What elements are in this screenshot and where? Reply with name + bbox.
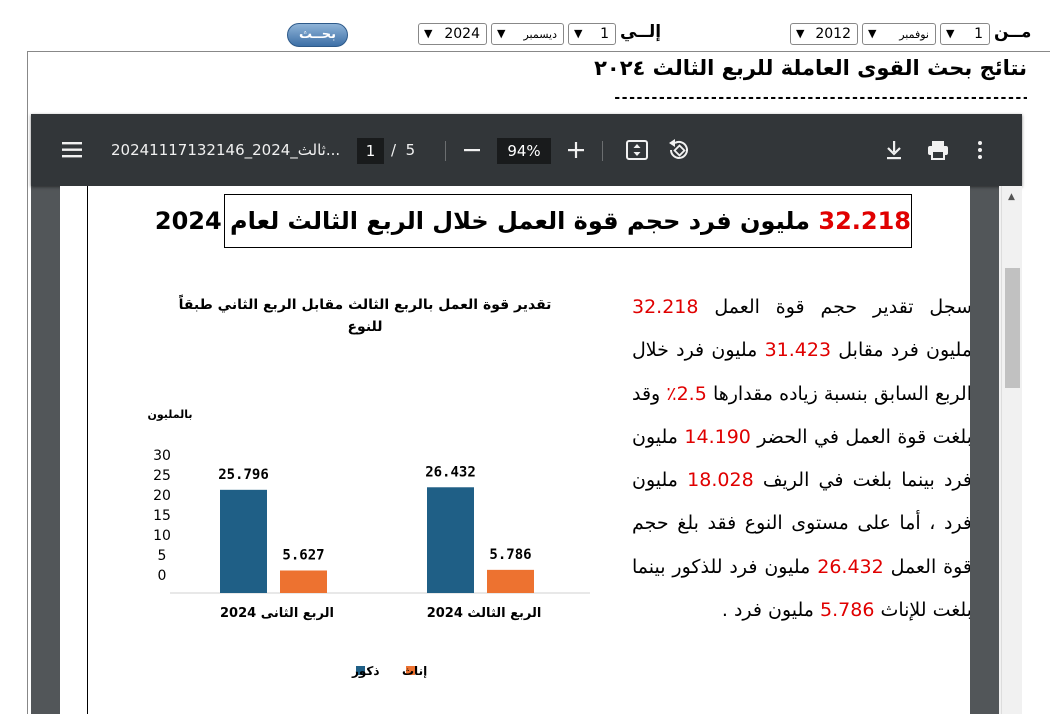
pdf-toolbar: 20241117132146_2024_ثالث... 1 / 5 94% [31, 114, 1022, 186]
y-tick-label: 25 [153, 468, 171, 484]
chevron-down-icon: ▼ [868, 27, 877, 40]
zoom-in-icon[interactable] [566, 140, 586, 164]
headline-number: 32.218 [818, 207, 911, 235]
x-tick-label: الربع الثانى 2024 [220, 606, 334, 621]
y-tick-label: 30 [153, 448, 171, 464]
paragraph-text: وقد بلغت قوة العمل في الحضر [632, 382, 970, 448]
highlighted-number: 18.028 [687, 469, 754, 492]
data-label: 5.627 [282, 547, 324, 563]
page-number-input[interactable]: 1 [357, 138, 384, 164]
paragraph-text: مليون فرد للذكور بينما بلغت للإناث [632, 555, 970, 622]
print-icon[interactable] [926, 139, 950, 165]
download-icon[interactable] [884, 139, 904, 165]
paragraph-text: مليون فرد خلال الربع السابق بنسبة زياده … [632, 339, 970, 405]
date-filter-bar: مــن ▼ 1 ▼ نوفمبر ▼ 2012 إلــي ▼ 1 ▼ ديسمبر ▼… [0, 0, 1050, 50]
search-button[interactable]: بحــث [287, 23, 348, 47]
highlighted-number: 26.432 [817, 555, 884, 578]
more-options-icon[interactable] [976, 140, 984, 164]
toolbar-divider [445, 141, 446, 161]
to-year-select[interactable]: ▼ 2024 [418, 23, 487, 45]
to-label: إلــي [620, 22, 662, 42]
chevron-down-icon: ▼ [497, 27, 506, 40]
from-label: مــن [994, 22, 1032, 42]
highlighted-number: 14.190 [684, 425, 751, 448]
data-label: 5.786 [489, 547, 531, 563]
y-tick-label: 5 [158, 548, 167, 564]
content-frame [27, 51, 1050, 714]
bar-female [280, 570, 327, 593]
heading-divider: ----------------------------------------… [613, 90, 1027, 106]
y-axis-label: بالمليون [147, 408, 192, 421]
scroll-thumb[interactable] [1005, 268, 1020, 388]
headline-text: مليون فرد حجم قوة العمل خلال الربع الثال… [154, 207, 811, 235]
legend-swatch [406, 666, 415, 675]
labor-force-bar-chart: بالمليون 30 25 20 15 10 5 0 25.796 5.627 الربع الث… [147, 408, 590, 679]
paragraph-text: سجل تقدير حجم قوة العمل [698, 296, 970, 318]
page-title: نتائج بحث القوى العاملة للربع الثالث ٢٠٢… [594, 56, 1027, 80]
page-scrollbar[interactable]: ▲ [1001, 186, 1022, 714]
x-tick-label: الربع الثالث 2024 [427, 606, 542, 621]
zoom-out-icon[interactable] [462, 140, 482, 164]
y-tick-label: 10 [153, 528, 171, 544]
bar-male [427, 487, 474, 593]
page-border-left [87, 186, 88, 714]
legend-label: إناث [402, 664, 427, 678]
y-tick-label: 15 [153, 508, 171, 524]
pdf-file-title: 20241117132146_2024_ثالث... [111, 141, 341, 159]
y-tick-label: 20 [153, 488, 171, 504]
from-day-select[interactable]: ▼ 1 [940, 23, 990, 45]
zoom-level-input[interactable]: 94% [497, 138, 551, 164]
bar-female [487, 569, 534, 593]
chevron-down-icon: ▼ [574, 27, 583, 40]
from-year-select[interactable]: ▼ 2012 [790, 23, 858, 45]
y-tick-label: 0 [158, 568, 167, 584]
highlighted-number: 5.786 [820, 599, 875, 622]
summary-paragraph: سجل تقدير حجم قوة العمل 32.218 مليون فرد… [632, 286, 970, 632]
paragraph-text: مليون فرد مقابل [831, 339, 970, 362]
data-label: 26.432 [425, 464, 476, 480]
chevron-down-icon: ▼ [946, 27, 955, 40]
menu-icon[interactable] [61, 140, 83, 164]
data-label: 25.796 [218, 467, 269, 483]
rotate-icon[interactable] [665, 138, 691, 166]
to-day-select[interactable]: ▼ 1 [568, 23, 616, 45]
from-month-select[interactable]: ▼ نوفمبر [862, 23, 936, 45]
page-total: / 5 [391, 141, 416, 159]
pdf-viewer: 20241117132146_2024_ثالث... 1 / 5 94% [31, 114, 1022, 714]
chart-title: تقدير قوة العمل بالربع الثالث مقابل الرب… [178, 297, 552, 335]
bar-male [220, 489, 267, 593]
chevron-down-icon: ▼ [796, 27, 805, 40]
legend-label: ذكور [351, 664, 380, 679]
scroll-up-icon[interactable]: ▲ [1008, 192, 1015, 202]
paragraph-text: مليون فرد ، أما على مستوى النوع فقد بلغ … [632, 469, 970, 578]
chevron-down-icon: ▼ [424, 27, 433, 40]
paragraph-text: مليون فرد بينما بلغت في الريف [632, 425, 970, 492]
to-month-select[interactable]: ▼ ديسمبر [491, 23, 564, 45]
highlighted-number: 32.218 [632, 296, 699, 318]
headline-box: 32.218 مليون فرد حجم قوة العمل خلال الرب… [155, 194, 912, 248]
toolbar-divider [602, 141, 603, 161]
fit-page-icon[interactable] [625, 139, 649, 165]
paragraph-text: مليون فرد . [721, 599, 821, 622]
highlighted-number: 2.5٪ [666, 382, 707, 405]
pdf-page: 32.218 مليون فرد حجم قوة العمل خلال الرب… [60, 186, 970, 714]
highlighted-number: 31.423 [764, 339, 832, 362]
legend-swatch [356, 666, 365, 675]
